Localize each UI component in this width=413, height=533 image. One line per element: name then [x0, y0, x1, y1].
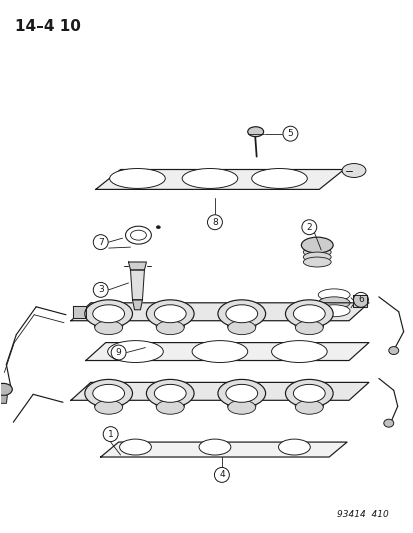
- Polygon shape: [73, 306, 85, 318]
- Ellipse shape: [388, 346, 398, 354]
- Ellipse shape: [278, 439, 310, 455]
- Ellipse shape: [227, 321, 255, 335]
- Ellipse shape: [225, 305, 257, 322]
- Ellipse shape: [217, 379, 265, 407]
- Polygon shape: [130, 270, 144, 300]
- Polygon shape: [132, 300, 142, 310]
- Ellipse shape: [383, 419, 393, 427]
- Ellipse shape: [156, 225, 160, 229]
- Ellipse shape: [95, 321, 122, 335]
- Text: 1: 1: [107, 430, 113, 439]
- Ellipse shape: [95, 400, 122, 414]
- Ellipse shape: [285, 300, 332, 328]
- Ellipse shape: [247, 127, 263, 136]
- Text: 5: 5: [287, 129, 292, 138]
- Ellipse shape: [107, 341, 163, 362]
- Text: 6: 6: [357, 295, 363, 304]
- Ellipse shape: [199, 439, 230, 455]
- Ellipse shape: [154, 384, 186, 402]
- Ellipse shape: [293, 305, 325, 322]
- Polygon shape: [71, 382, 368, 400]
- Ellipse shape: [0, 383, 12, 395]
- Polygon shape: [352, 295, 366, 307]
- Polygon shape: [128, 262, 146, 270]
- Text: 9: 9: [116, 348, 121, 357]
- Text: 3: 3: [97, 285, 103, 294]
- Ellipse shape: [146, 300, 194, 328]
- Ellipse shape: [318, 305, 349, 317]
- Ellipse shape: [303, 252, 330, 262]
- Ellipse shape: [295, 321, 323, 335]
- Ellipse shape: [85, 300, 132, 328]
- Ellipse shape: [293, 384, 325, 402]
- Ellipse shape: [303, 257, 330, 267]
- Ellipse shape: [303, 247, 330, 257]
- Ellipse shape: [182, 168, 237, 188]
- Polygon shape: [95, 169, 343, 189]
- Text: 4: 4: [218, 471, 224, 479]
- Text: 8: 8: [211, 218, 217, 227]
- Ellipse shape: [227, 400, 255, 414]
- Polygon shape: [100, 442, 346, 457]
- Ellipse shape: [154, 305, 186, 322]
- Ellipse shape: [85, 379, 132, 407]
- Ellipse shape: [192, 341, 247, 362]
- Ellipse shape: [341, 164, 365, 177]
- Polygon shape: [0, 395, 7, 403]
- Ellipse shape: [301, 237, 332, 253]
- Ellipse shape: [93, 305, 124, 322]
- Ellipse shape: [146, 379, 194, 407]
- Ellipse shape: [156, 321, 184, 335]
- Polygon shape: [71, 303, 368, 321]
- Text: 7: 7: [97, 238, 103, 247]
- Ellipse shape: [130, 230, 146, 240]
- Text: 2: 2: [306, 223, 311, 232]
- Ellipse shape: [93, 384, 124, 402]
- Ellipse shape: [225, 384, 257, 402]
- Ellipse shape: [318, 289, 349, 301]
- Ellipse shape: [271, 341, 326, 362]
- Ellipse shape: [125, 226, 151, 244]
- Ellipse shape: [285, 379, 332, 407]
- Ellipse shape: [318, 297, 349, 309]
- Ellipse shape: [109, 168, 165, 188]
- Ellipse shape: [119, 439, 151, 455]
- Ellipse shape: [251, 168, 306, 188]
- Text: 93414  410: 93414 410: [336, 510, 388, 519]
- Ellipse shape: [156, 400, 184, 414]
- Polygon shape: [85, 343, 368, 360]
- Text: 14–4 10: 14–4 10: [15, 19, 81, 34]
- Ellipse shape: [217, 300, 265, 328]
- Ellipse shape: [295, 400, 323, 414]
